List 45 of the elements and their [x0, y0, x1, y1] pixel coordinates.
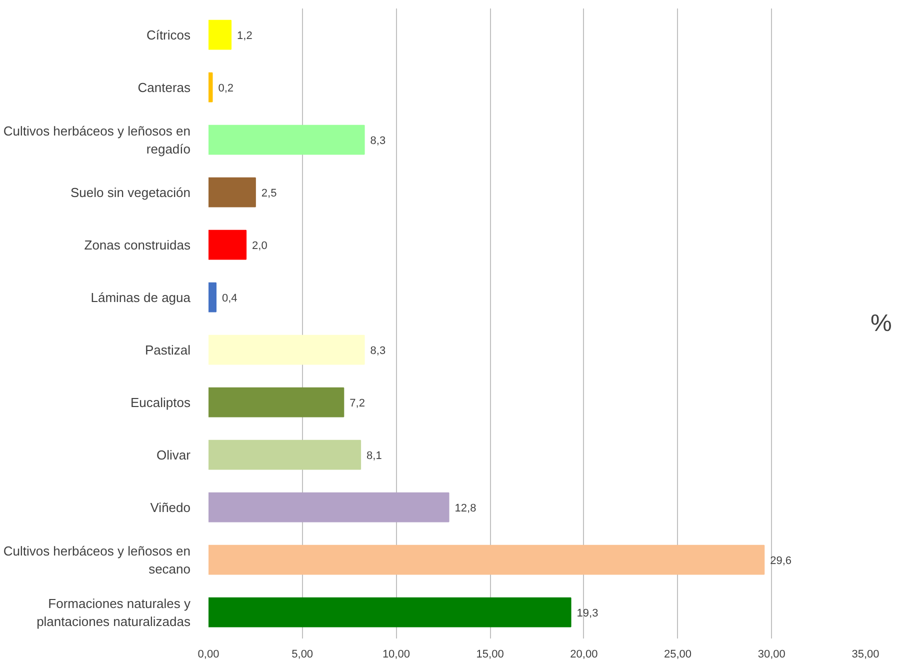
- bar: [208, 124, 365, 155]
- x-tick-label: 15,00: [476, 648, 504, 660]
- x-tick-label: 25,00: [664, 648, 692, 660]
- data-label: 19,3: [576, 607, 598, 620]
- x-tick-label: 0,00: [198, 648, 220, 660]
- x-axis-title: %: [870, 310, 892, 337]
- bar: [208, 230, 247, 260]
- x-tick-label: 30,00: [758, 648, 786, 660]
- data-label: 2,5: [261, 187, 277, 200]
- data-label: 29,6: [770, 554, 792, 567]
- bar: [208, 387, 344, 418]
- y-tick-label: Suelo sin vegetación: [70, 184, 191, 200]
- y-tick-label: Canteras: [138, 80, 191, 95]
- bar: [208, 282, 217, 312]
- y-tick-label: Olivar: [156, 447, 192, 462]
- y-tick-label: Formaciones naturales y plantaciones naturalizadas: [36, 596, 191, 629]
- y-tick-label: Pastizal: [144, 342, 191, 358]
- x-tick-label: 10,00: [382, 648, 410, 660]
- data-label: 0,2: [218, 82, 234, 94]
- data-label: 8,3: [370, 344, 386, 357]
- bar: [208, 597, 572, 628]
- bar: [208, 334, 365, 365]
- y-tick-label: Cultivos herbáceos y leñosos en secano: [3, 543, 191, 576]
- data-label: 8,1: [366, 450, 382, 462]
- data-label: 0,4: [222, 292, 238, 304]
- data-label: 12,8: [454, 502, 476, 514]
- data-label: 8,3: [370, 134, 386, 147]
- data-label: 1,2: [237, 30, 252, 42]
- y-tick-label: Cultivos herbáceos y leñosos en regadío: [3, 123, 191, 156]
- y-tick-label: Eucaliptos: [130, 394, 191, 410]
- bar: [208, 72, 213, 102]
- data-label: 2,0: [252, 240, 268, 252]
- data-label: 7,2: [350, 397, 365, 410]
- y-tick-label: Viñedo: [150, 500, 191, 515]
- x-tick-label: 35,00: [852, 648, 880, 660]
- bar: [208, 440, 362, 470]
- x-tick-label: 5,00: [292, 648, 314, 660]
- y-tick-label: Cítricos: [146, 27, 191, 42]
- x-tick-label: 20,00: [570, 648, 598, 660]
- y-tick-label: Zonas construidas: [84, 237, 191, 252]
- bar: [208, 544, 765, 575]
- bar: [208, 177, 256, 208]
- bar: [208, 492, 450, 522]
- bar: [208, 20, 232, 50]
- y-tick-label: Láminas de agua: [90, 290, 192, 305]
